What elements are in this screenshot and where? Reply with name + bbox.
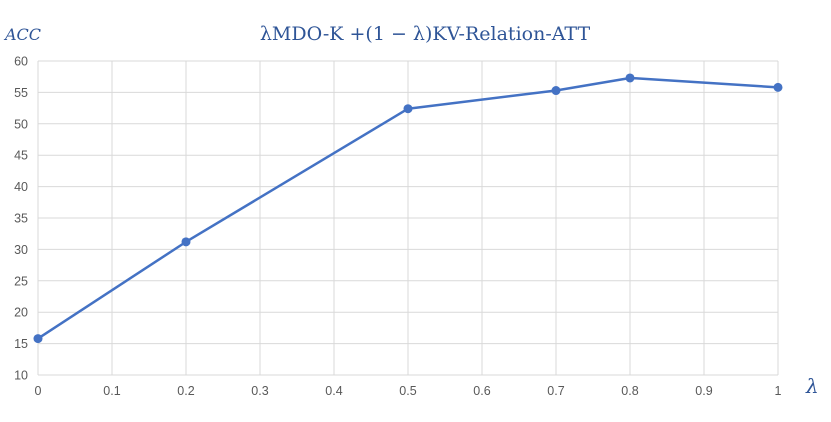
series-line	[37, 76, 779, 340]
y-tick-label: 45	[14, 149, 28, 163]
y-tick-label: 10	[14, 369, 28, 383]
x-tick-label: 0.3	[251, 384, 268, 398]
y-axis-label: ACC	[3, 25, 41, 44]
y-tick-label: 30	[14, 243, 28, 257]
x-tick-label: 0.7	[547, 384, 564, 398]
y-tick-label: 50	[14, 117, 28, 131]
x-tick-label: 0.1	[103, 384, 120, 398]
data-points	[33, 73, 783, 344]
series-lines	[37, 76, 779, 340]
data-point	[625, 73, 635, 83]
y-tick-label: 40	[14, 180, 28, 194]
data-point	[33, 334, 43, 344]
y-tick-label: 60	[14, 55, 28, 69]
data-point	[773, 82, 783, 92]
x-tick-label: 0	[35, 384, 42, 398]
x-tick-label: 0.2	[177, 384, 194, 398]
chart-title: λMDO-K +(1 − λ)KV-Relation-ATT	[260, 23, 591, 45]
y-tick-label: 35	[14, 212, 28, 226]
x-tick-label: 0.8	[621, 384, 638, 398]
x-axis-label: λ	[805, 374, 819, 398]
y-tick-label: 20	[14, 306, 28, 320]
data-point	[551, 86, 561, 96]
y-tick-label: 25	[14, 274, 28, 288]
data-point	[403, 104, 413, 114]
y-tick-label: 15	[14, 337, 28, 351]
grid-lines	[37, 60, 779, 376]
x-tick-label: 0.5	[399, 384, 416, 398]
x-tick-label: 0.4	[325, 384, 342, 398]
x-tick-label: 1	[775, 384, 782, 398]
tick-labels: 10 15 20 25 30 35 40 45 50 55 60 0 0.1 0.2 0.3 0.4 0.5 0.…	[14, 55, 781, 399]
x-tick-label: 0.6	[473, 384, 490, 398]
y-tick-label: 55	[14, 86, 28, 100]
x-tick-label: 0.9	[695, 384, 712, 398]
data-point	[181, 237, 191, 247]
